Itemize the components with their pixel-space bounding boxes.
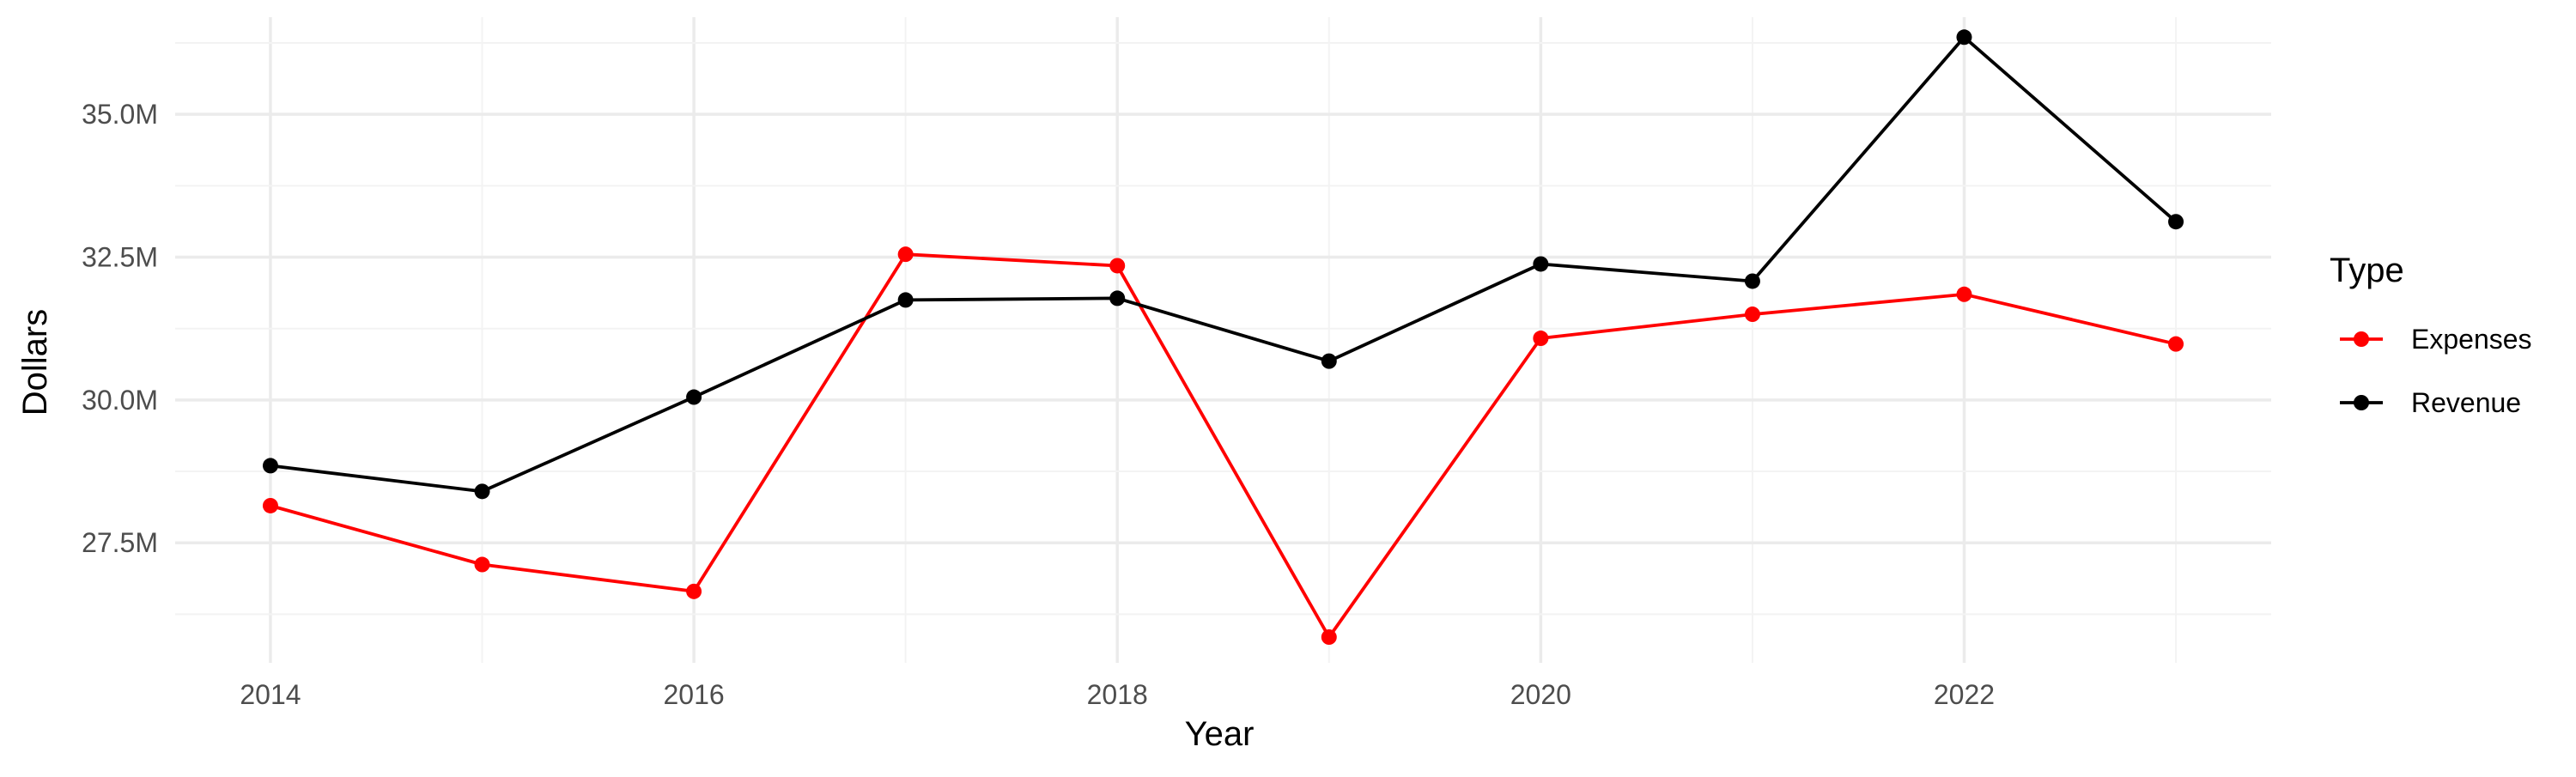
- expenses-point: [2168, 336, 2184, 352]
- expenses-point: [897, 246, 914, 263]
- legend-label: Expenses: [2411, 324, 2532, 355]
- x-tick-label: 2022: [1934, 679, 1995, 710]
- expenses-line: [270, 252, 2177, 639]
- x-tick-label: 2020: [1510, 679, 1571, 710]
- revenue-point: [1533, 256, 1549, 272]
- data-points: [262, 29, 2184, 646]
- x-tick-label: 2014: [240, 679, 301, 710]
- revenue-point: [1109, 290, 1126, 307]
- expenses-point: [262, 497, 278, 513]
- x-axis-title: Year: [1185, 715, 1255, 753]
- expenses-point: [1321, 629, 1337, 646]
- legend-item-revenue: Revenue: [2340, 387, 2521, 418]
- revenue-point: [1321, 353, 1337, 369]
- y-tick-label: 35.0M: [82, 99, 158, 130]
- expenses-point: [1744, 307, 1760, 323]
- legend-items: Expenses Revenue: [2340, 324, 2532, 418]
- legend-key-point: [2354, 331, 2369, 347]
- y-axis-title: Dollars: [16, 309, 54, 416]
- revenue-line: [270, 35, 2178, 494]
- legend-label: Revenue: [2411, 387, 2521, 418]
- x-tick-label: 2018: [1087, 679, 1148, 710]
- series-lines: [270, 35, 2178, 639]
- revenue-point: [1744, 273, 1760, 289]
- x-tick-label: 2016: [663, 679, 724, 710]
- revenue-point: [474, 483, 490, 500]
- legend-item-expenses: Expenses: [2340, 324, 2532, 355]
- legend-key-point: [2354, 395, 2369, 410]
- legend-title: Type: [2330, 252, 2404, 289]
- y-tick-label: 30.0M: [82, 385, 158, 416]
- expenses-point: [1956, 286, 1972, 302]
- revenue-point: [686, 389, 702, 405]
- revenue-point: [897, 292, 914, 308]
- y-tick-label: 27.5M: [82, 527, 158, 558]
- expenses-point: [474, 556, 490, 573]
- tick-labels: 2014 2016 2018 2020 2022 27.5M 30.0M 32.5M 35.0M: [82, 99, 1995, 710]
- expenses-point: [686, 583, 702, 599]
- revenue-point: [1956, 29, 1972, 46]
- y-tick-label: 32.5M: [82, 242, 158, 273]
- revenue-point: [262, 458, 278, 474]
- expenses-point: [1533, 331, 1549, 347]
- legend: Type Expenses Revenue: [2330, 252, 2532, 418]
- revenue-point: [2168, 214, 2184, 230]
- expenses-point: [1109, 258, 1126, 274]
